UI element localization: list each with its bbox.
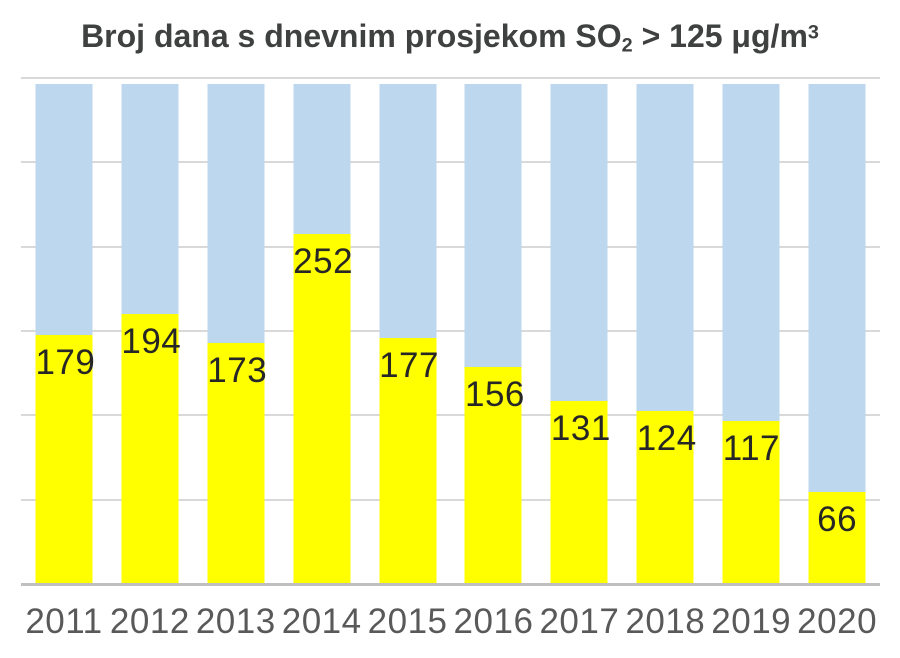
bar-data-label: 177 xyxy=(379,346,439,385)
bar-segment-remainder xyxy=(550,84,608,401)
x-axis-line xyxy=(21,583,880,586)
chart-title-superscript: 3 xyxy=(807,21,819,44)
category-label-2018: 2018 xyxy=(625,602,706,641)
bar-data-label: 66 xyxy=(817,500,858,539)
category-label-2014: 2014 xyxy=(281,602,362,641)
bar-stack-2020: 66 xyxy=(808,84,866,583)
chart-title-unit: μg/m xyxy=(731,18,808,54)
bar-data-label: 252 xyxy=(293,242,354,281)
bar-data-label: 131 xyxy=(550,409,611,448)
bar-segment-value: 66 xyxy=(808,492,866,583)
category-label-2013: 2013 xyxy=(195,602,276,641)
bar-stack-2014: 252 xyxy=(293,84,354,583)
bar-data-label: 156 xyxy=(464,375,525,414)
bar-segment-value: 177 xyxy=(379,338,439,583)
bar-column-2015: 177 xyxy=(365,77,451,586)
bar-column-2011: 179 xyxy=(21,77,107,586)
bar-stack-2018: 124 xyxy=(636,84,697,583)
bar-segment-value: 124 xyxy=(636,411,697,583)
bar-segment-value: 179 xyxy=(35,335,96,583)
category-label-2017: 2017 xyxy=(539,602,620,641)
gridline xyxy=(21,77,880,79)
bar-data-label: 173 xyxy=(207,351,268,390)
bar-segment-remainder xyxy=(722,84,780,421)
gridline xyxy=(21,499,880,501)
bar-segment-remainder xyxy=(35,84,93,335)
bar-data-label: 124 xyxy=(636,419,697,458)
bar-segment-value: 194 xyxy=(121,314,182,583)
bar-column-2012: 194 xyxy=(107,77,193,586)
bar-stack-2019: 117 xyxy=(722,84,781,583)
bar-segment-remainder xyxy=(293,84,351,234)
bar-segment-value: 117 xyxy=(722,421,781,583)
bar-stack-2011: 179 xyxy=(35,84,96,583)
bar-segment-value: 131 xyxy=(550,401,611,583)
bar-segment-remainder xyxy=(464,84,522,367)
bar-data-label: 117 xyxy=(722,429,781,468)
category-axis-labels: 2011 2012 2013 2014 2015 2016 2017 2018 2019 2020 xyxy=(21,599,880,645)
bar-stack-2012: 194 xyxy=(121,84,182,583)
chart-title-subscript: 2 xyxy=(621,34,633,57)
category-label-2016: 2016 xyxy=(453,602,534,641)
category-label-2020: 2020 xyxy=(797,602,878,641)
bar-segment-value: 252 xyxy=(293,234,354,583)
bar-stack-2015: 177 xyxy=(379,84,439,583)
bar-column-2018: 124 xyxy=(622,77,708,586)
gridline xyxy=(21,161,880,163)
bar-stack-2013: 173 xyxy=(207,84,268,583)
bar-data-label: 179 xyxy=(35,343,96,382)
bar-column-2016: 156 xyxy=(451,77,537,586)
category-label-2011: 2011 xyxy=(25,602,103,641)
bar-segment-remainder xyxy=(636,84,694,411)
bar-data-label: 194 xyxy=(121,322,182,361)
bar-stack-2017: 131 xyxy=(550,84,611,583)
bar-segment-value: 156 xyxy=(464,367,525,583)
gridline xyxy=(21,246,880,248)
category-label-2015: 2015 xyxy=(367,602,448,641)
chart-title: Broj dana s dnevnim prosjekom SO2 > 125 … xyxy=(0,14,900,58)
bar-segment-remainder xyxy=(207,84,265,343)
bar-segment-remainder xyxy=(379,84,437,338)
chart-title-text: Broj dana s dnevnim prosjekom SO xyxy=(81,18,622,54)
bar-column-2013: 173 xyxy=(193,77,279,586)
plot-area: 179 194 173 252 177 156 131 124 117 66 xyxy=(21,77,880,586)
bar-segment-value: 173 xyxy=(207,343,268,583)
bar-stack-2016: 156 xyxy=(464,84,525,583)
chart-title-tail: > 125 xyxy=(632,18,732,54)
category-label-2012: 2012 xyxy=(109,602,190,641)
bar-columns: 179 194 173 252 177 156 131 124 117 66 xyxy=(21,77,880,586)
bar-column-2017: 131 xyxy=(536,77,622,586)
bar-column-2019: 117 xyxy=(708,77,794,586)
bar-segment-remainder xyxy=(121,84,179,314)
bar-column-2020: 66 xyxy=(794,77,880,586)
bar-segment-remainder xyxy=(808,84,866,492)
bar-column-2014: 252 xyxy=(279,77,365,586)
gridline xyxy=(21,414,880,416)
category-label-2019: 2019 xyxy=(711,602,792,641)
gridline xyxy=(21,330,880,332)
